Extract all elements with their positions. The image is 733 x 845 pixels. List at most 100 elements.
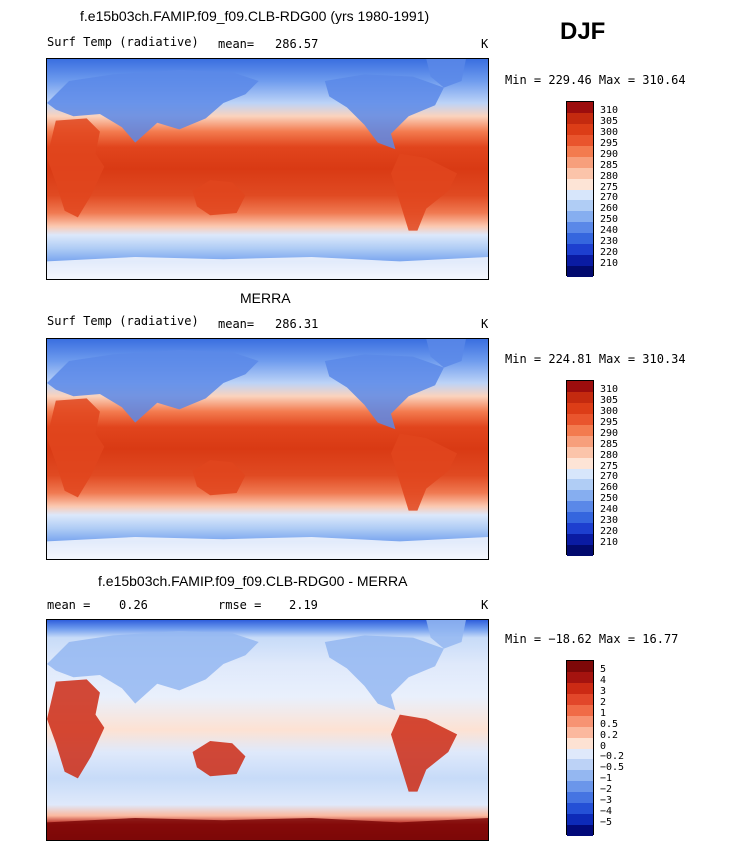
- colorbar-segment: [567, 770, 593, 782]
- panel-1-title: f.e15b03ch.FAMIP.f09_f09.CLB-RDG00 (yrs …: [80, 8, 430, 24]
- colorbar-tick-label: −0.5: [600, 762, 625, 774]
- colorbar-segment: [567, 726, 593, 738]
- colorbar-tick-label: 275: [600, 181, 619, 193]
- colorbar-segment: [567, 381, 593, 392]
- colorbar-tick-label: −1: [600, 773, 613, 785]
- panel-3-mean-label: mean =: [47, 598, 91, 612]
- colorbar-tick-label: −5: [600, 817, 613, 829]
- coastlines: [47, 59, 488, 279]
- colorbar-tick-label: 290: [600, 427, 619, 439]
- colorbar-segment: [567, 266, 593, 277]
- colorbar-difference: [566, 660, 594, 836]
- colorbar-tick-label: 0.5: [600, 718, 619, 730]
- colorbar-segment: [567, 748, 593, 760]
- colorbar-segment: [567, 715, 593, 727]
- colorbar-segment: [567, 671, 593, 683]
- colorbar-segment: [567, 102, 593, 113]
- continent-antarctica: [47, 818, 488, 840]
- colorbar-tick-label: 250: [600, 214, 619, 226]
- continent-africa: [47, 118, 104, 217]
- colorbar-tick-label: 260: [600, 482, 619, 494]
- colorbar-segment: [567, 391, 593, 403]
- colorbar-segment: [567, 661, 593, 672]
- colorbar-difference-labels: 5 4 3 2 1 0.5 0.2 0 −0.2 −0.5 −1 −2 −3 −4 −5: [600, 660, 660, 835]
- colorbar-tick-label: 250: [600, 493, 619, 505]
- colorbar-segment: [567, 424, 593, 436]
- colorbar-tick-label: 0: [600, 740, 607, 752]
- colorbar-tick-label: 1: [600, 707, 607, 719]
- colorbar-tick-label: 260: [600, 203, 619, 215]
- colorbar-segment: [567, 792, 593, 804]
- colorbar-segment: [567, 402, 593, 414]
- colorbar-tick-label: 300: [600, 405, 619, 417]
- map-panel-merra: [46, 338, 489, 560]
- colorbar-segment: [567, 523, 593, 535]
- colorbar-segment: [567, 134, 593, 146]
- colorbar-tick-label: −0.2: [600, 751, 625, 763]
- colorbar-segment: [567, 704, 593, 716]
- colorbar-tick-label: 275: [600, 460, 619, 472]
- colorbar-tick-label: 280: [600, 170, 619, 182]
- panel-3-minmax: Min = −18.62 Max = 16.77: [505, 632, 679, 646]
- panel-1-minmax: Min = 229.46 Max = 310.64: [505, 73, 686, 87]
- colorbar-segment: [567, 501, 593, 513]
- colorbar-tick-label: 270: [600, 192, 619, 204]
- continent-eurasia: [47, 350, 259, 423]
- panel-1-mean-label: mean=: [218, 37, 255, 51]
- colorbar-tick-label: 285: [600, 438, 619, 450]
- colorbar-tick-label: 295: [600, 137, 619, 149]
- colorbar-tick-label: 280: [600, 449, 619, 461]
- colorbar-segment: [567, 167, 593, 179]
- colorbar-tick-label: 270: [600, 471, 619, 483]
- colorbar-tick-label: 3: [600, 685, 607, 697]
- colorbar-model-labels: 310 305 300 295 290 285 280 275 270 260 250 240 230 2…: [600, 101, 660, 276]
- colorbar-segment: [567, 222, 593, 234]
- continent-greenland: [426, 620, 466, 649]
- map-svg: [47, 620, 488, 840]
- colorbar-segment: [567, 156, 593, 168]
- colorbar-segment: [567, 413, 593, 425]
- colorbar-segment: [567, 490, 593, 502]
- colorbar-tick-label: 290: [600, 148, 619, 160]
- colorbar-tick-label: 240: [600, 225, 619, 237]
- continent-antarctica: [47, 537, 488, 559]
- colorbar-tick-label: 2: [600, 696, 607, 708]
- colorbar-segment: [567, 814, 593, 826]
- colorbar-tick-label: 230: [600, 515, 619, 527]
- colorbar-segment: [567, 479, 593, 491]
- coastlines: [47, 620, 488, 840]
- colorbar-merra-labels: 310 305 300 295 290 285 280 275 270 260 250 240 230 2…: [600, 380, 660, 555]
- panel-3-rmse-label: rmse =: [218, 598, 262, 612]
- colorbar-tick-label: 0.2: [600, 729, 619, 741]
- continent-antarctica: [47, 257, 488, 279]
- colorbar-tick-label: 240: [600, 504, 619, 516]
- colorbar-tick-label: 305: [600, 115, 619, 127]
- colorbar-segment: [567, 468, 593, 480]
- colorbar-segment: [567, 803, 593, 815]
- colorbar-tick-label: 5: [600, 663, 607, 675]
- continent-australia: [193, 180, 246, 215]
- colorbar-segment: [567, 112, 593, 124]
- colorbar-segment: [567, 145, 593, 157]
- colorbar-segment: [567, 244, 593, 256]
- colorbar-tick-label: 300: [600, 126, 619, 138]
- colorbar-segment: [567, 233, 593, 245]
- colorbar-segment: [567, 178, 593, 190]
- continent-samerica: [391, 715, 457, 792]
- panel-2-units: K: [481, 317, 489, 331]
- panel-2-minmax: Min = 224.81 Max = 310.34: [505, 352, 686, 366]
- colorbar-segment: [567, 211, 593, 223]
- continent-eurasia: [47, 70, 259, 143]
- colorbar-segment: [567, 682, 593, 694]
- panel-1-mean-value: 286.57: [275, 37, 319, 51]
- colorbar-tick-label: 220: [600, 247, 619, 259]
- panel-3-mean-value: 0.26: [119, 598, 148, 612]
- colorbar-tick-label: 305: [600, 394, 619, 406]
- colorbar-tick-label: −2: [600, 784, 613, 796]
- map-svg: [47, 59, 488, 279]
- colorbar-segment: [567, 693, 593, 705]
- colorbar-segment: [567, 435, 593, 447]
- continent-samerica: [391, 154, 457, 231]
- colorbar-merra: [566, 380, 594, 556]
- colorbar-tick-label: 4: [600, 674, 607, 686]
